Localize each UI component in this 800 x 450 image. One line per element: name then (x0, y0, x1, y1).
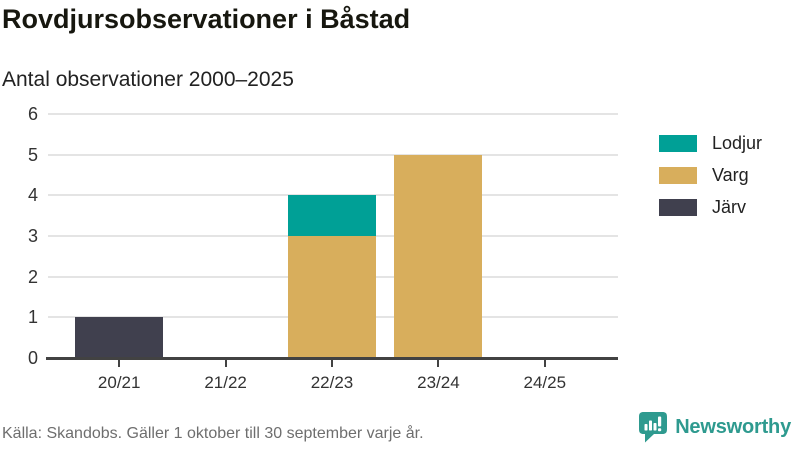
y-axis-tick-label: 5 (27, 144, 38, 165)
y-axis-tick-label: 3 (27, 226, 38, 246)
source-note: Källa: Skandobs. Gäller 1 oktober till 3… (2, 425, 424, 442)
x-axis-tickmark (331, 360, 333, 367)
y-axis-tick-label: 0 (27, 348, 38, 368)
legend-item-järv: Järv (659, 197, 762, 218)
newsworthy-bubble-barchart-icon (639, 412, 668, 443)
legend-label: Lodjur (712, 133, 763, 153)
gridline-y-6 (48, 113, 618, 115)
legend-item-lodjur: Lodjur (659, 133, 762, 154)
newsworthy-logo[interactable]: Newsworthy (638, 411, 791, 444)
brand-name: Newsworthy (675, 416, 791, 438)
plot-area: 0 1 2 3 4 5 6 20/21 21/22 22/23 23/24 24/25 (28, 104, 618, 392)
x-axis-tick-label: 23/24 (417, 373, 460, 392)
x-axis-tick-label: 21/22 (204, 373, 247, 392)
y-axis-tick-label: 4 (27, 185, 38, 206)
legend-swatch-lodjur (659, 135, 697, 152)
legend: Lodjur Varg Järv (659, 133, 762, 229)
x-axis-line (46, 357, 618, 360)
x-axis-tickmark (224, 360, 227, 367)
legend-label: Varg (712, 165, 749, 185)
bar-segment-järv-20-21 (75, 317, 164, 358)
x-axis-tickmark (437, 360, 440, 367)
legend-item-varg: Varg (659, 165, 762, 186)
y-axis-tick-label: 2 (27, 266, 38, 287)
legend-swatch-järv (659, 199, 697, 216)
gridline-y-5 (48, 153, 618, 156)
bar-segment-varg-23-24 (394, 154, 483, 358)
legend-label: Järv (712, 197, 747, 217)
y-axis-tick-label: 1 (27, 307, 38, 328)
x-axis-tickmark (118, 360, 121, 367)
bar-segment-lodjur-22-23 (288, 195, 376, 236)
chart-title: Rovdjursobservationer i Båstad (2, 4, 411, 34)
chart-subtitle: Antal observationer 2000–2025 (2, 68, 294, 91)
legend-swatch-varg (659, 167, 697, 184)
gridline-y-4 (48, 194, 618, 197)
bar-segment-varg-22-23 (288, 236, 376, 358)
y-axis-tick-label: 6 (27, 104, 38, 124)
x-axis-tick-label: 20/21 (97, 373, 141, 392)
x-axis-tick-label: 22/23 (310, 373, 354, 392)
x-axis-tickmark (543, 360, 546, 367)
x-axis-tick-label: 24/25 (523, 373, 567, 392)
